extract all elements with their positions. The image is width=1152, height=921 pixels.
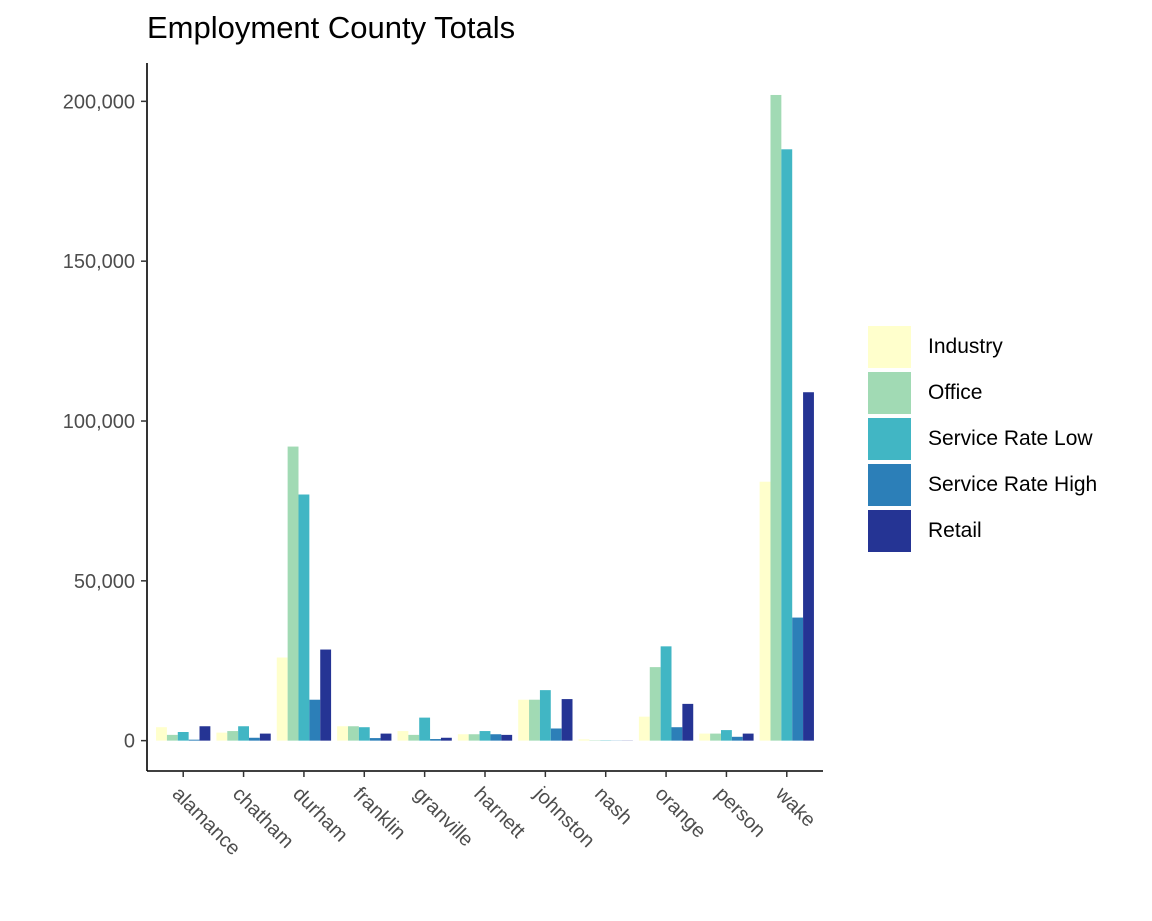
y-tick-label: 100,000 [63,411,135,433]
bar-harnett-service-rate-high [490,734,502,741]
bar-granville-service-rate-high [430,739,441,741]
bar-person-office [710,733,721,741]
legend-item-service-rate-low: Service Rate Low [868,416,1097,462]
bar-harnett-industry [457,734,469,741]
legend-label-office: Office [928,381,983,404]
bar-alamance-retail [199,726,211,741]
bar-franklin-industry [337,726,348,741]
bar-alamance-service-rate-high [188,739,200,741]
y-tick-label: 150,000 [63,251,135,273]
legend-item-retail: Retail [868,508,1097,554]
legend-swatch-retail [868,510,911,552]
bar-harnett-office [468,734,480,741]
legend: Industry Office Service Rate Low Service… [868,324,1097,554]
x-tick-label-granville: granville [409,783,477,851]
legend-label-service-rate-high: Service Rate High [928,473,1098,496]
legend-swatch-industry [868,326,911,368]
bar-wake-office [770,94,782,741]
bar-johnston-retail [561,699,573,741]
bar-granville-service-rate-low [419,717,431,741]
bar-orange-service-rate-low [660,646,672,741]
legend-swatch-service-rate-high [868,464,911,506]
legend-item-office: Office [868,370,1097,416]
bar-durham-office [287,446,299,741]
bar-johnston-office [529,699,540,741]
bar-johnston-service-rate-high [550,728,562,741]
bar-person-service-rate-high [731,736,743,741]
bar-franklin-service-rate-low [358,727,370,741]
bar-orange-retail [682,703,694,741]
bar-granville-office [408,734,420,741]
bar-orange-office [649,667,661,741]
bar-wake-service-rate-low [781,149,793,741]
bar-wake-retail [803,392,814,741]
legend-label-industry: Industry [928,335,1003,358]
bar-harnett-retail [501,734,513,741]
bar-johnston-industry [518,699,530,741]
bar-alamance-office [166,734,178,741]
bar-durham-service-rate-low [298,494,310,741]
bar-person-service-rate-low [721,730,732,741]
bar-alamance-service-rate-low [177,732,189,741]
bars-layer [156,94,814,741]
bar-granville-retail [440,737,452,741]
bar-chatham-service-rate-low [238,726,249,741]
y-tick-label: 200,000 [63,91,135,113]
bar-durham-industry [276,657,288,741]
legend-label-service-rate-low: Service Rate Low [928,427,1093,450]
x-tick-label-johnston: johnston [529,782,599,852]
bar-person-industry [699,733,711,741]
y-axis-ticks: 0 50,000 100,000 150,000 200,000 [63,91,147,753]
bar-alamance-industry [156,727,167,741]
y-tick-label: 50,000 [74,571,135,593]
legend-item-service-rate-high: Service Rate High [868,462,1097,508]
x-tick-label-franklin: franklin [349,783,410,844]
y-tick-label: 0 [124,731,135,753]
x-tick-label-nash: nash [590,783,636,829]
bar-franklin-office [347,726,359,741]
bar-chatham-industry [216,732,228,741]
x-tick-label-person: person [711,783,770,842]
bar-harnett-service-rate-low [479,731,491,741]
x-tick-label-wake: wake [771,782,820,831]
bar-johnston-service-rate-low [539,690,551,741]
legend-item-industry: Industry [868,324,1097,370]
bar-franklin-retail [380,733,392,741]
legend-swatch-service-rate-low [868,418,911,460]
bar-person-retail [742,733,754,741]
bar-orange-service-rate-high [671,727,683,741]
bar-franklin-service-rate-high [369,738,381,741]
chart-title: Employment County Totals [147,10,516,45]
legend-swatch-office [868,372,911,414]
bar-chatham-office [227,731,239,741]
bar-durham-service-rate-high [309,699,321,741]
x-tick-label-harnett: harnett [469,783,529,843]
bar-granville-industry [397,731,409,741]
x-tick-label-orange: orange [651,783,711,843]
bar-chatham-service-rate-high [249,737,260,741]
bar-orange-industry [638,716,650,741]
bar-wake-industry [759,481,771,741]
bar-durham-retail [320,649,332,741]
bar-chatham-retail [259,733,271,741]
bar-nash-industry [578,739,590,741]
legend-label-retail: Retail [928,519,982,542]
bar-wake-service-rate-high [792,617,804,741]
